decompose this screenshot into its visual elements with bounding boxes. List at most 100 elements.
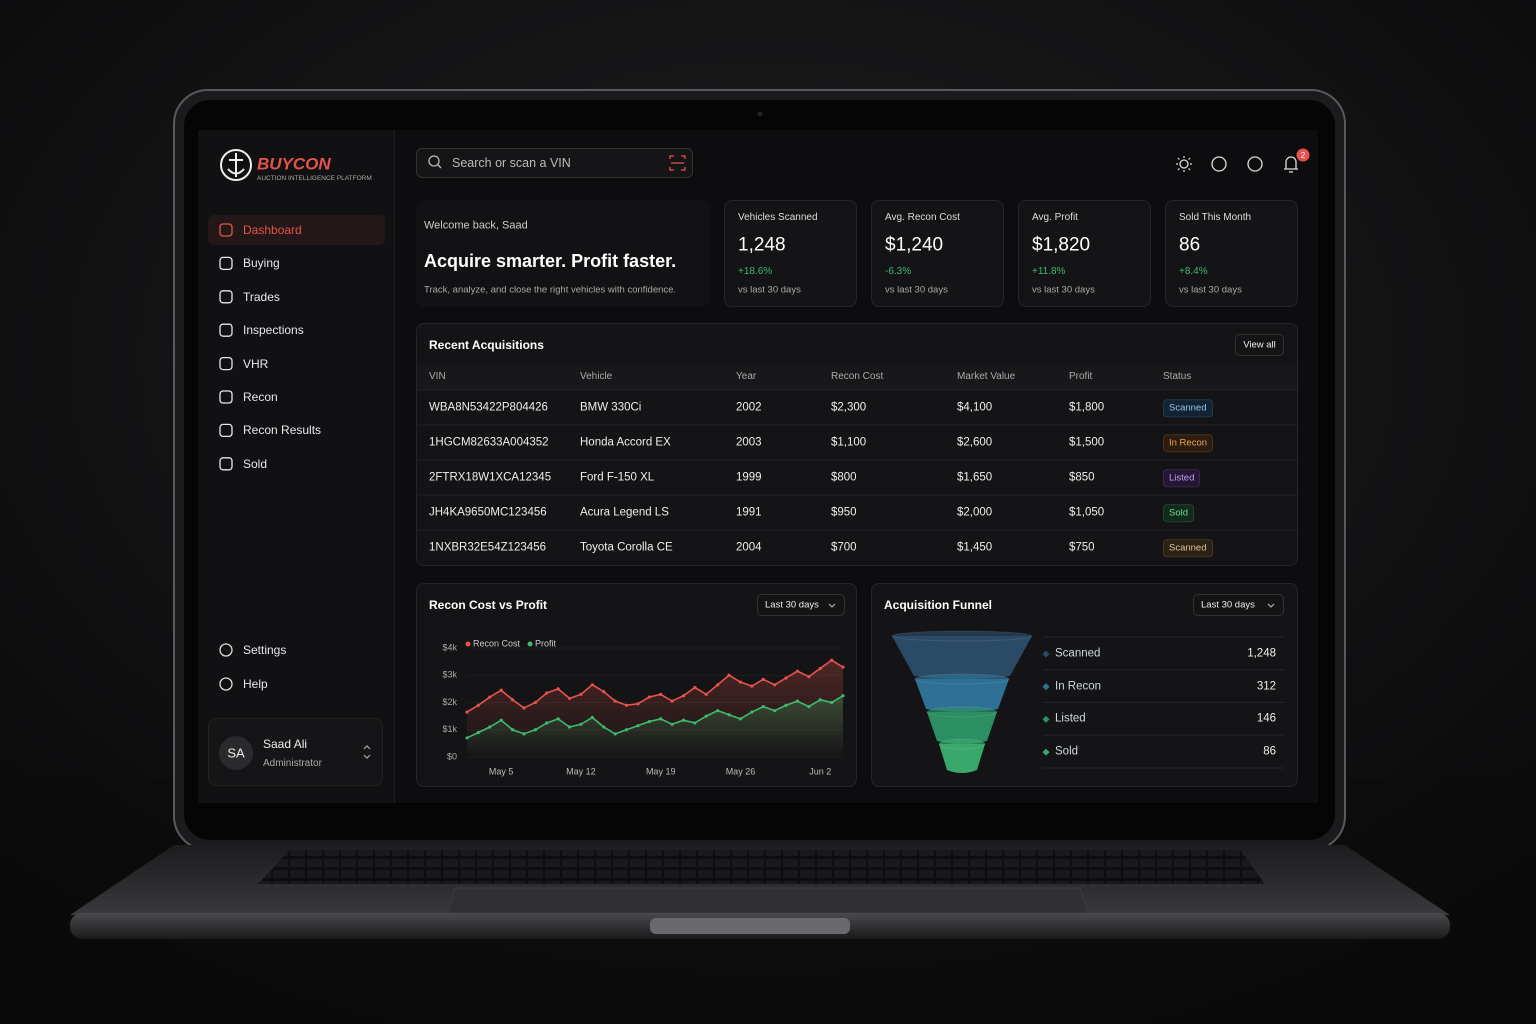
range-label[interactable]: Last 30 days — [765, 599, 819, 611]
table-title: Recent Acquisitions — [429, 338, 544, 352]
view-all-button[interactable] — [1235, 334, 1284, 356]
headline: Acquire smarter. Profit faster. — [424, 251, 677, 271]
table-cell: $700 — [831, 541, 857, 554]
y-tick-label: $2k — [442, 697, 457, 707]
status-badge: In Recon — [1163, 434, 1214, 452]
nav-label[interactable]: Buying — [243, 256, 280, 271]
data-point — [818, 698, 822, 702]
funnel-tier — [892, 636, 1032, 679]
table-cell: $1,450 — [957, 541, 993, 554]
funnel-value: 312 — [1256, 679, 1276, 692]
table-cell: $1,800 — [1069, 401, 1105, 414]
table-cell: JH4KA9650MC123456 — [429, 506, 547, 519]
data-point — [670, 722, 674, 726]
funnel-label: Scanned — [1055, 647, 1101, 660]
data-point — [830, 658, 834, 662]
nav-label[interactable]: Inspections — [243, 323, 304, 338]
data-point — [727, 673, 731, 677]
nav-label[interactable]: Recon — [243, 390, 278, 404]
range-dropdown[interactable] — [757, 594, 845, 616]
brand-tagline: AUCTION INTELLIGENCE PLATFORM — [257, 174, 372, 182]
table-cell: $1,100 — [831, 436, 867, 449]
nav-icon — [219, 323, 233, 337]
table-cell: Toyota Corolla CE — [580, 541, 673, 554]
table-cell: $750 — [1069, 541, 1095, 554]
data-point — [693, 685, 697, 690]
data-point — [522, 732, 526, 736]
y-tick-label: $4k — [442, 642, 457, 652]
data-point — [738, 680, 743, 684]
data-point — [499, 688, 503, 692]
data-point — [590, 683, 594, 687]
column-header: VIN — [429, 371, 446, 382]
table-cell: Acura Legend LS — [580, 506, 669, 519]
data-point — [659, 692, 663, 696]
nav-item[interactable] — [208, 215, 385, 245]
nav-icon — [219, 256, 233, 271]
table-cell: $2,600 — [957, 436, 993, 449]
data-point — [465, 736, 469, 740]
nav-label[interactable]: Trades — [243, 289, 280, 304]
table-cell: $2,000 — [957, 506, 993, 519]
x-tick-label: May 12 — [566, 766, 596, 776]
toolbar-icon — [1247, 156, 1263, 172]
kpi-change: +18.6% — [738, 266, 773, 277]
data-point — [807, 675, 811, 679]
data-point — [545, 691, 549, 695]
data-point — [704, 692, 708, 696]
camera — [757, 111, 763, 117]
kpi-note: vs last 30 days — [1032, 284, 1095, 296]
badge-count: 2 — [1300, 150, 1306, 160]
bell-icon — [1284, 156, 1298, 173]
table-cell: 2FTRX18W1XCA12345 — [429, 471, 552, 484]
range-dropdown[interactable] — [1193, 594, 1284, 616]
chevron — [1267, 603, 1275, 608]
column-header: Recon Cost — [831, 371, 884, 382]
status-badge: Listed — [1163, 469, 1201, 487]
nav-label[interactable]: Dashboard — [243, 223, 302, 237]
toolbar-icon — [1211, 156, 1227, 172]
chart-title: Acquisition Funnel — [884, 598, 992, 612]
table-cell: $800 — [831, 471, 857, 484]
data-point — [795, 699, 800, 703]
y-tick-label: $3k — [442, 670, 457, 680]
search-box[interactable] — [416, 148, 693, 178]
data-point — [716, 709, 720, 713]
data-point — [533, 700, 537, 705]
nav-icon — [219, 423, 233, 438]
nav-label[interactable]: Recon Results — [243, 423, 322, 438]
kpi-value: $1,820 — [1032, 234, 1091, 256]
kpi-label: Sold This Month — [1179, 212, 1252, 223]
view-all[interactable]: View all — [1243, 339, 1276, 351]
data-point — [681, 694, 686, 698]
data-point — [510, 728, 515, 732]
table-cell: WBA8N53422P804426 — [429, 401, 548, 414]
table-cell: 2004 — [736, 541, 762, 554]
nav-label[interactable]: Help — [243, 677, 268, 691]
theme-icon — [1176, 156, 1192, 172]
data-point — [624, 728, 629, 732]
notch — [650, 918, 850, 934]
funnel-top — [914, 673, 1010, 685]
nav-label[interactable]: Settings — [243, 643, 287, 657]
nav-label[interactable]: VHR — [243, 356, 269, 371]
data-point — [613, 732, 617, 736]
search-icon — [437, 164, 442, 169]
search-placeholder: Search or scan a VIN — [452, 155, 571, 170]
legend-dot — [465, 641, 471, 647]
kpi-label: Avg. Recon Cost — [885, 212, 960, 223]
data-point — [567, 725, 572, 729]
y-tick-label: $1k — [442, 724, 457, 734]
chevron — [363, 745, 371, 759]
column-header: Status — [1163, 371, 1192, 382]
nav-icon — [219, 643, 233, 657]
nav-label[interactable]: Sold — [243, 456, 268, 471]
data-point — [681, 718, 686, 722]
data-point — [499, 718, 503, 722]
funnel-value: 86 — [1263, 745, 1276, 758]
x-tick-label: May 19 — [646, 766, 676, 776]
data-point — [488, 725, 492, 729]
range-label[interactable]: Last 30 days — [1201, 599, 1255, 611]
legend-dot — [527, 641, 533, 647]
